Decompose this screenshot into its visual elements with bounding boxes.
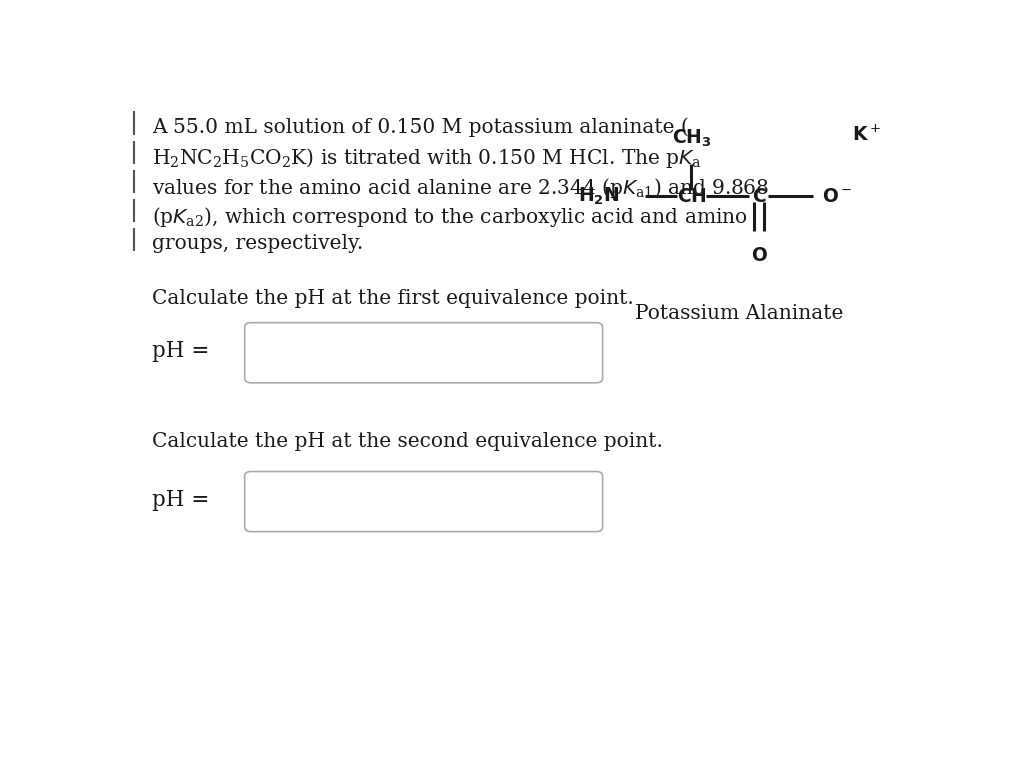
FancyBboxPatch shape xyxy=(245,471,602,531)
Text: pH =: pH = xyxy=(152,340,209,362)
FancyBboxPatch shape xyxy=(245,323,602,383)
Text: Potassium Alaninate: Potassium Alaninate xyxy=(635,304,843,323)
Text: $\mathregular{CH}$: $\mathregular{CH}$ xyxy=(677,186,707,205)
Text: O: O xyxy=(751,246,767,265)
Text: O$^-$: O$^-$ xyxy=(822,186,853,205)
Text: K$^+$: K$^+$ xyxy=(852,124,881,145)
Text: pH =: pH = xyxy=(152,488,209,511)
Text: Calculate the pH at the first equivalence point.: Calculate the pH at the first equivalenc… xyxy=(152,290,634,309)
Text: $\mathregular{CH_3}$: $\mathregular{CH_3}$ xyxy=(672,128,712,149)
Text: C: C xyxy=(752,186,766,205)
Text: $\mathregular{H_2N}$: $\mathregular{H_2N}$ xyxy=(579,186,620,207)
Text: $\mathregular{H_2NC_2H_5CO_2K}$) is titrated with 0.150 M HCl. The p$\mathit{K}_: $\mathregular{H_2NC_2H_5CO_2K}$) is titr… xyxy=(152,146,701,171)
Text: A 55.0 mL solution of 0.150 M potassium alaninate (: A 55.0 mL solution of 0.150 M potassium … xyxy=(152,117,688,137)
Text: groups, respectively.: groups, respectively. xyxy=(152,234,364,253)
Text: (p$\mathit{K}_{\mathregular{a2}}$), which correspond to the carboxylic acid and : (p$\mathit{K}_{\mathregular{a2}}$), whic… xyxy=(152,205,748,229)
Text: values for the amino acid alanine are 2.344 (p$\mathit{K}_{\mathregular{a1}}$) a: values for the amino acid alanine are 2.… xyxy=(152,176,769,199)
Text: Calculate the pH at the second equivalence point.: Calculate the pH at the second equivalen… xyxy=(152,432,663,452)
